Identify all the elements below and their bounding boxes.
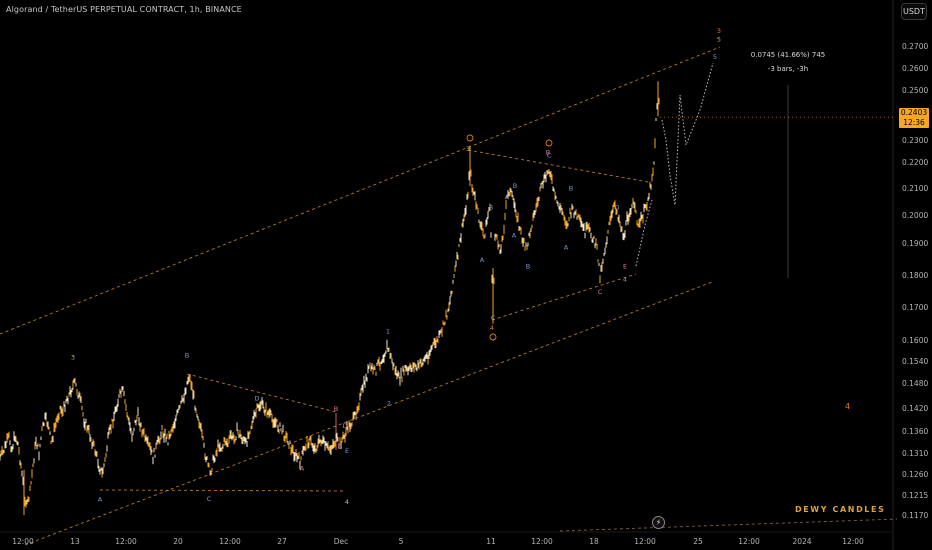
wave-label: D	[254, 395, 259, 403]
lightning-icon[interactable]: ⚡	[652, 516, 665, 529]
wave-label: A	[505, 193, 510, 201]
y-tick-label: 0.1800	[902, 271, 928, 280]
y-tick-label: 0.1360	[902, 427, 928, 436]
wave-label: C	[547, 152, 552, 160]
y-tick-label: 0.1170	[902, 511, 928, 520]
wave-label: E	[623, 263, 627, 271]
x-tick-label: 11	[486, 537, 496, 546]
chart-title: Algorand / TetherUS PERPETUAL CONTRACT, …	[6, 5, 242, 14]
projection-path	[661, 62, 714, 206]
wave-label: 3	[71, 353, 75, 361]
wave-label: B	[489, 204, 493, 212]
triangle-upper-line	[186, 373, 337, 413]
y-tick-label: 0.1260	[902, 470, 928, 479]
wave-label: B	[569, 185, 573, 193]
wave-label: 3	[717, 27, 721, 35]
measure-line1: 0.0745 (41.66%) 745	[751, 51, 825, 59]
wave-label: E	[345, 447, 349, 455]
channel-lower-line	[24, 281, 713, 546]
bar-countdown: 12:36	[903, 117, 925, 127]
wave-label: 4	[623, 275, 627, 283]
y-tick-label: 0.1600	[902, 336, 928, 345]
x-tick-label: 12:00	[12, 537, 34, 546]
last-price-tag: 0.2403 12:36	[899, 108, 929, 128]
x-tick-label: 12:00	[115, 537, 137, 546]
y-tick-label: 0.1900	[902, 239, 928, 248]
price-series	[0, 81, 893, 515]
x-tick-label: 5	[399, 537, 404, 546]
x-tick-label: Dec	[334, 537, 349, 546]
wave-label: A	[564, 243, 569, 251]
wave-label: D	[342, 422, 347, 430]
wave-label: A	[512, 231, 517, 239]
wave-label: 2	[387, 400, 391, 408]
wave-label: C	[491, 314, 496, 322]
wave-label: C	[598, 288, 603, 296]
x-tick-label: 12:00	[219, 537, 241, 546]
x-tick-label: 12:00	[531, 537, 553, 546]
currency-button[interactable]: USDT	[901, 3, 927, 20]
wave-label: D	[614, 204, 619, 212]
x-tick-label: 20	[173, 537, 183, 546]
y-tick-label: 0.2300	[902, 136, 928, 145]
y-tick-label: 0.2500	[902, 86, 928, 95]
x-tick-label: 2024	[792, 537, 811, 546]
wave-label: 1	[386, 327, 390, 335]
wave-label: 3	[466, 145, 470, 153]
wave-label: B	[334, 405, 338, 413]
wave-circle-b	[545, 139, 553, 147]
y-tick-label: 0.2200	[902, 158, 928, 167]
y-tick-label: 0.1700	[902, 303, 928, 312]
y-tick-label: 0.1420	[902, 404, 928, 413]
y-tick-label: 0.2100	[902, 184, 928, 193]
x-tick-label: 12:00	[634, 537, 656, 546]
measure-line2: -3 bars, -3h	[768, 65, 808, 73]
wave-circle-4	[489, 333, 497, 341]
wave-label: C	[338, 443, 343, 451]
x-tick-label: 27	[277, 537, 287, 546]
wave-label: C	[207, 495, 212, 503]
watermark: DEWY CANDLES	[795, 505, 886, 514]
wave-label: A	[300, 465, 305, 473]
wave-label: 4	[490, 324, 494, 332]
x-tick-label: 13	[70, 537, 80, 546]
triangle2-upper-line	[467, 149, 649, 183]
triangle2-lower-line	[491, 273, 637, 321]
y-tick-label: 0.1540	[902, 357, 928, 366]
wave-circle-3	[466, 134, 474, 142]
triangle-lower-line	[99, 489, 347, 492]
wave-label: A	[98, 496, 103, 504]
wave-label: 5	[713, 53, 717, 61]
wave-label: 5	[717, 36, 721, 44]
wave-label-4: 4	[845, 402, 851, 411]
y-tick-label: 0.2000	[902, 211, 928, 220]
wave-label: B	[546, 148, 550, 156]
wave-label: B	[185, 352, 189, 360]
time-axis[interactable]: 12:00 13 12:00 20 12:00 27 Dec 5 11 12:00 18 12:00 2…	[12, 537, 864, 546]
x-tick-label: 12:00	[842, 537, 864, 546]
y-tick-label: 0.2600	[902, 64, 928, 73]
y-tick-label: 0.1310	[902, 449, 928, 458]
bottom-trend-line	[559, 518, 898, 532]
wave-label: A	[480, 256, 485, 264]
y-tick-label: 0.1480	[902, 379, 928, 388]
x-tick-label: 12:00	[738, 537, 760, 546]
y-tick-label: 0.2700	[902, 42, 928, 51]
x-tick-label: 25	[693, 537, 703, 546]
y-tick-label: 0.1215	[902, 491, 928, 500]
wave-label: B	[526, 263, 530, 271]
last-price-value: 0.2403	[900, 108, 928, 117]
x-tick-label: 18	[589, 537, 599, 546]
wave-label: 4	[345, 498, 349, 506]
wave-label: B	[513, 182, 517, 190]
